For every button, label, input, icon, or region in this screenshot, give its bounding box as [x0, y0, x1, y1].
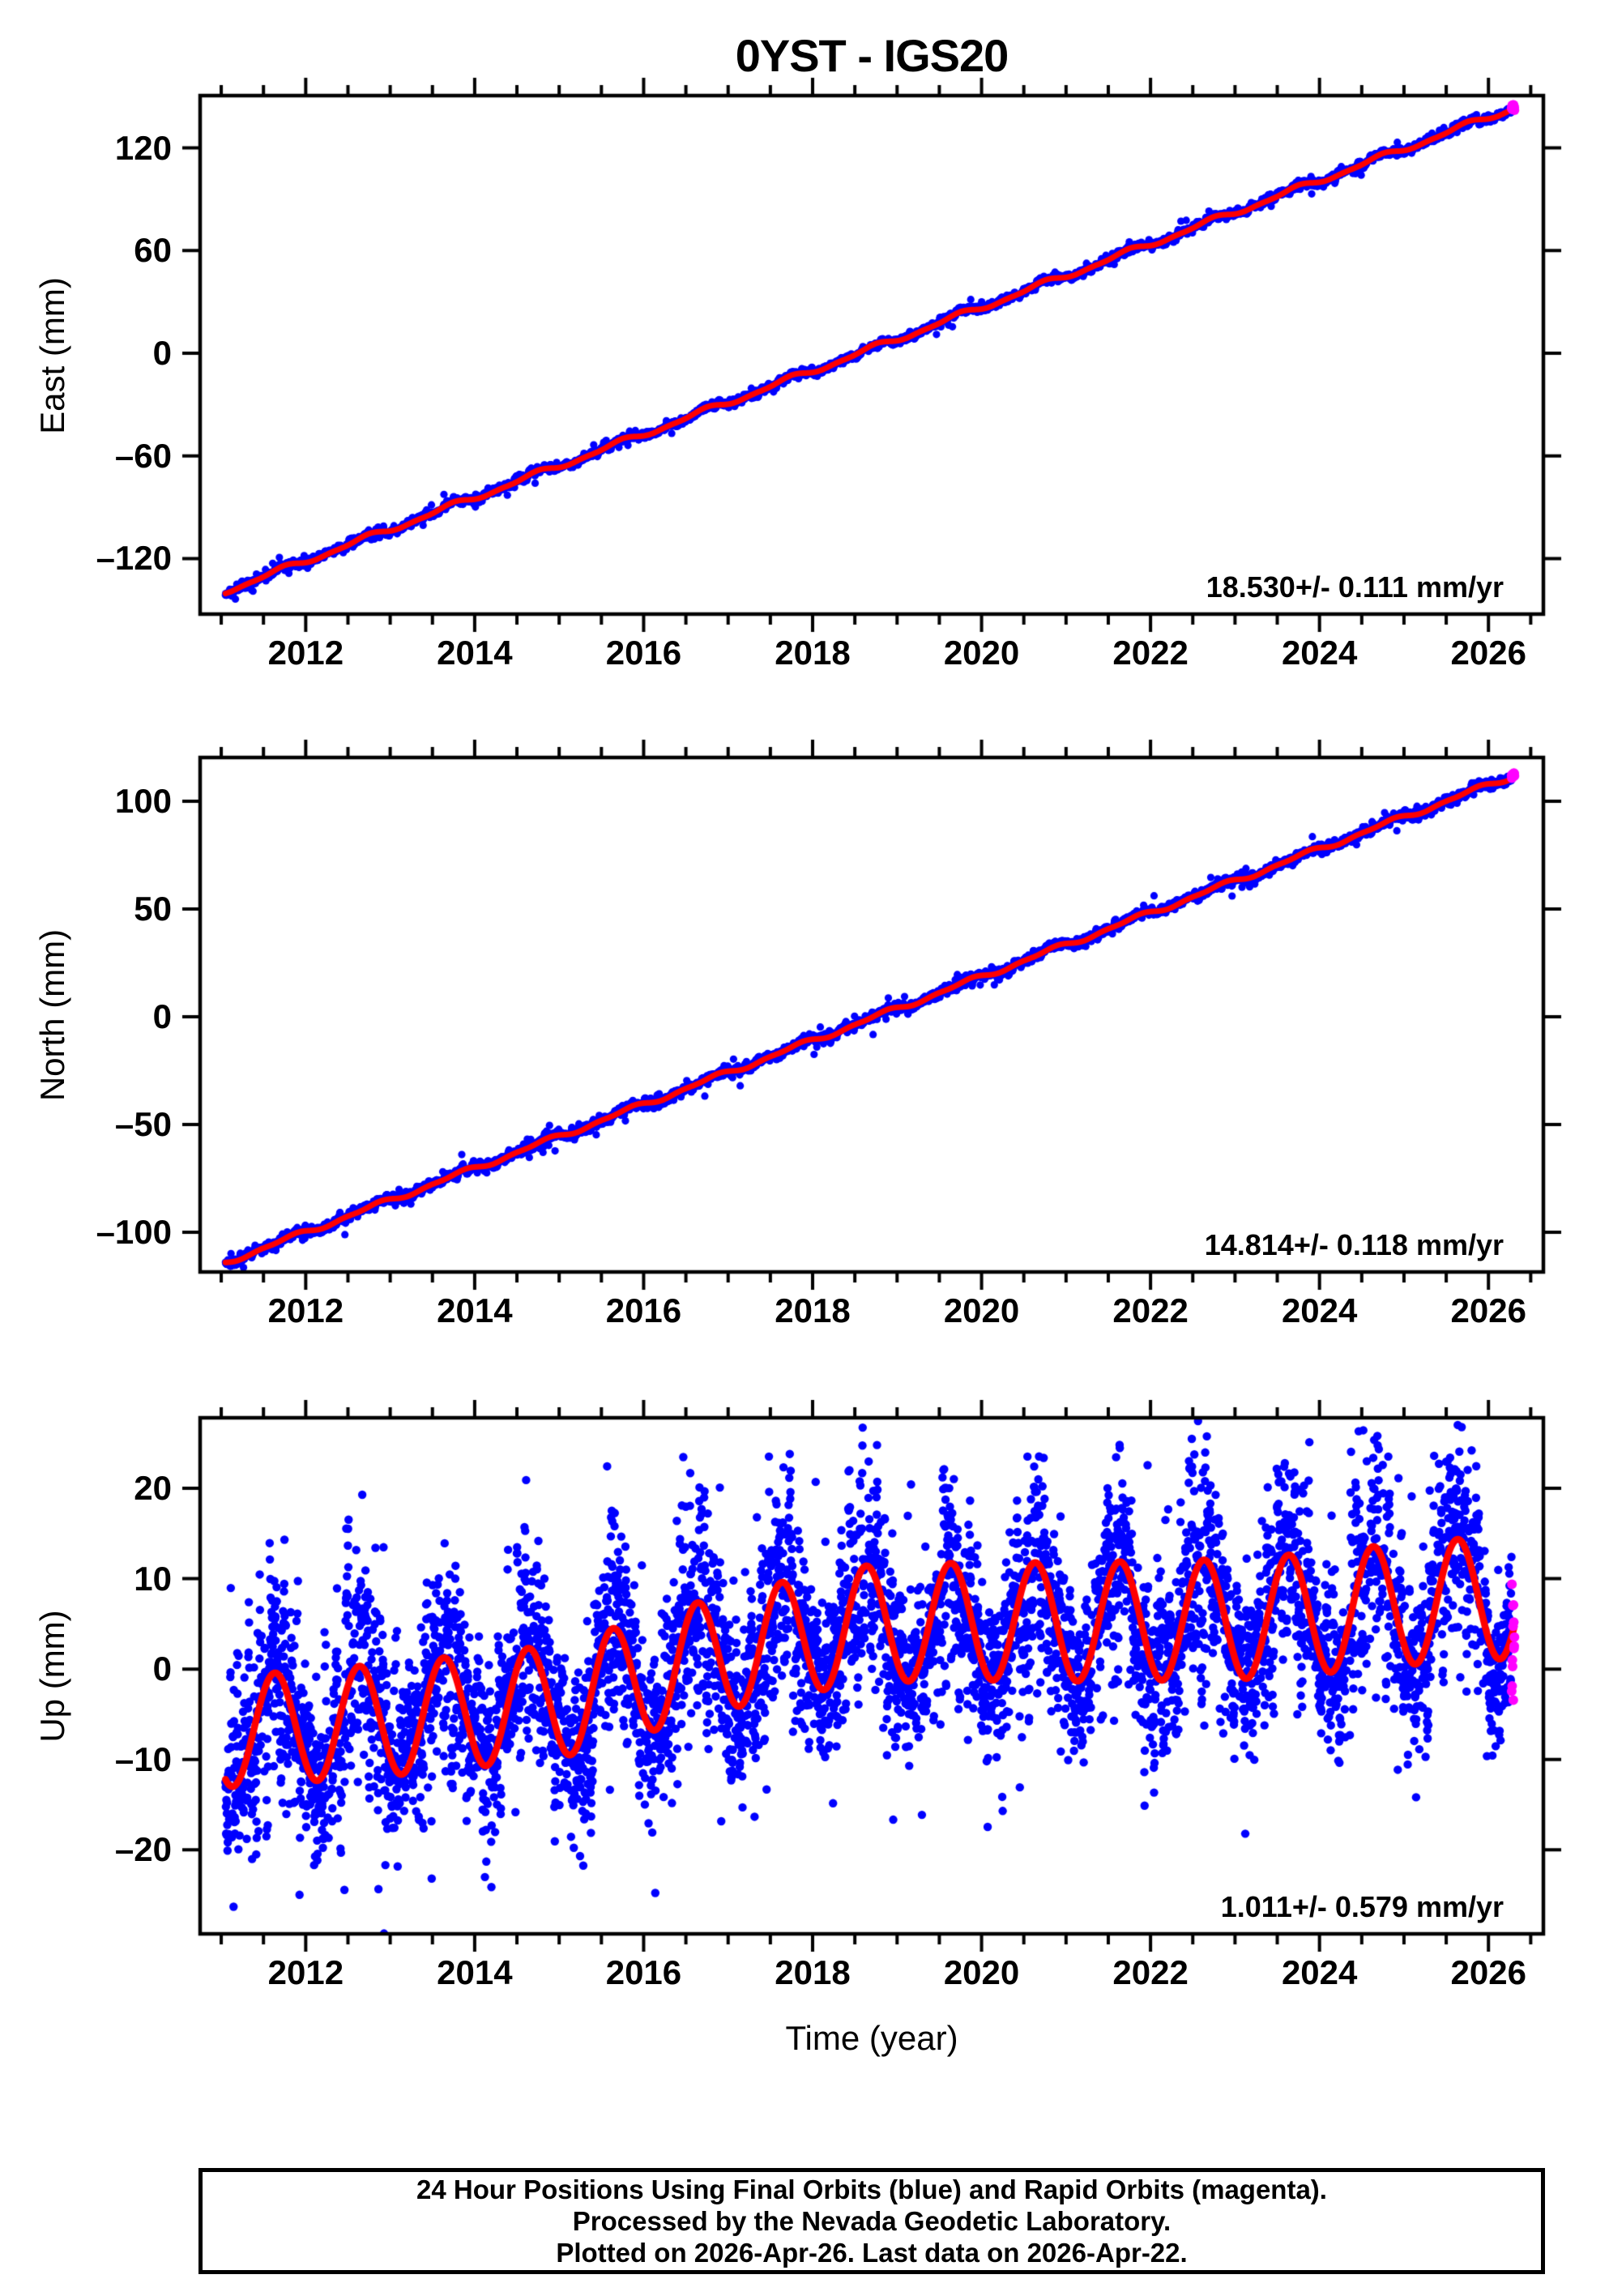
y-tick-label-north: 100 [114, 782, 172, 820]
up-rate-annotation: 1.011+/- 0.579 mm/yr [1220, 1890, 1504, 1923]
up-axis-label: Up (mm) [33, 1610, 71, 1743]
figure-title: 0YST - IGS20 [735, 30, 1009, 81]
x-tick-label: 2020 [943, 1291, 1020, 1329]
x-tick-label: 2026 [1450, 1953, 1526, 1991]
y-tick-label-north: 0 [152, 997, 172, 1036]
x-tick-label: 2024 [1281, 634, 1358, 672]
y-tick-label-up: 10 [134, 1559, 172, 1598]
x-tick-label: 2014 [437, 634, 513, 672]
x-tick-label: 2018 [775, 1291, 851, 1329]
x-tick-label: 2014 [437, 1953, 513, 1991]
x-tick-label: 2024 [1281, 1291, 1358, 1329]
north-axis-label: North (mm) [33, 928, 71, 1102]
y-tick-label-up: –20 [114, 1830, 172, 1869]
x-tick-label: 2020 [943, 634, 1020, 672]
footer-line-1: 24 Hour Positions Using Final Orbits (bl… [416, 2174, 1327, 2204]
x-tick-label: 2012 [267, 1953, 344, 1991]
x-axis-label: Time (year) [785, 2019, 958, 2057]
north-rate-annotation: 14.814+/- 0.118 mm/yr [1204, 1228, 1504, 1261]
footer-line-3: Plotted on 2026-Apr-26. Last data on 202… [556, 2238, 1188, 2268]
y-tick-label-up: 20 [134, 1469, 172, 1508]
x-tick-label: 2014 [437, 1291, 513, 1329]
footer-box: 24 Hour Positions Using Final Orbits (bl… [198, 2168, 1545, 2274]
x-tick-label: 2016 [605, 1291, 682, 1329]
east-rate-annotation: 18.530+/- 0.111 mm/yr [1206, 570, 1504, 604]
x-tick-label: 2018 [775, 634, 851, 672]
x-tick-label: 2020 [943, 1953, 1020, 1991]
y-tick-label-east: 120 [114, 128, 172, 167]
x-tick-label: 2012 [267, 1291, 344, 1329]
y-tick-label-east: –120 [96, 539, 172, 578]
x-tick-label: 2022 [1112, 1291, 1189, 1329]
x-tick-label: 2026 [1450, 1291, 1526, 1329]
y-tick-label-up: –10 [114, 1739, 172, 1778]
footer-line-2: Processed by the Nevada Geodetic Laborat… [572, 2206, 1172, 2236]
y-tick-label-east: 60 [134, 231, 172, 270]
y-tick-label-north: 50 [134, 890, 172, 928]
y-tick-label-east: 0 [152, 333, 172, 372]
x-tick-label: 2024 [1281, 1953, 1358, 1991]
east-axis-label: East (mm) [33, 277, 71, 434]
y-tick-label-up: 0 [152, 1649, 172, 1688]
y-tick-label-north: –50 [114, 1105, 172, 1144]
x-tick-label: 2018 [775, 1953, 851, 1991]
x-tick-label: 2016 [605, 634, 682, 672]
x-tick-label: 2012 [267, 634, 344, 672]
x-tick-label: 2022 [1112, 634, 1189, 672]
y-tick-label-east: –60 [114, 436, 172, 475]
y-tick-label-north: –100 [96, 1213, 172, 1252]
x-tick-label: 2026 [1450, 634, 1526, 672]
x-tick-label: 2016 [605, 1953, 682, 1991]
x-tick-label: 2022 [1112, 1953, 1189, 1991]
